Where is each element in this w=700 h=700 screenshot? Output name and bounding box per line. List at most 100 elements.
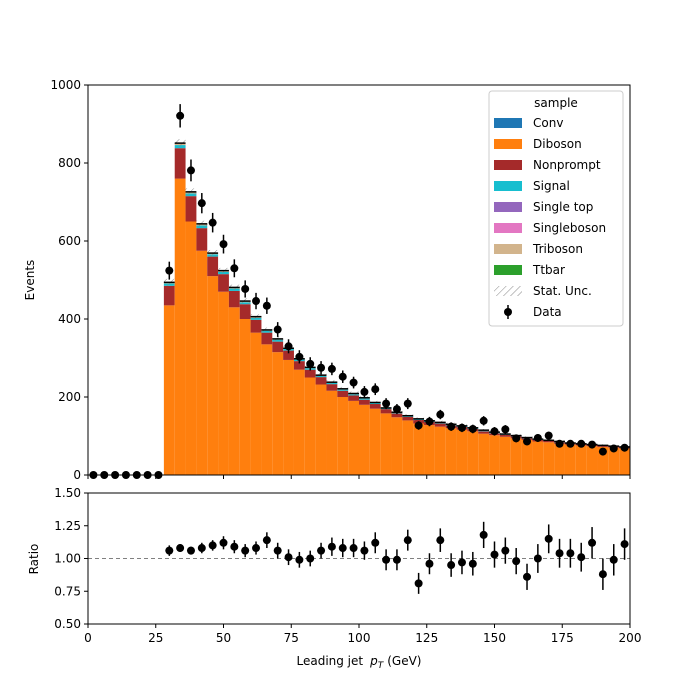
data-point [490,427,499,436]
bar-nonprompt [239,304,251,319]
x-axis-label-main: Leading jet [296,654,363,668]
bar-nonprompt [369,404,381,409]
bar-diboson [261,344,273,475]
y-axis-label: Events [23,260,37,301]
bar-nonprompt [478,431,490,434]
ratio-point [447,561,456,570]
data-point [273,325,282,334]
bar-diboson [228,307,240,475]
x-tick-label: 0 [84,631,92,645]
bar-diboson [337,397,349,475]
data-point [165,266,174,275]
bar-diboson [586,446,598,475]
legend-label: Ttbar [532,263,565,277]
data-point [598,447,607,456]
legend-item-ttbar: Ttbar [494,263,565,277]
data-point [479,416,488,425]
ratio-point [273,546,282,555]
ratio-point [436,536,445,545]
bar-nonprompt [293,361,305,370]
legend-box [488,90,624,327]
bar-nonprompt [391,413,403,418]
bar-diboson [315,384,327,475]
legend-swatch [494,181,522,191]
legend-swatch [494,118,522,128]
ratio-point [371,538,380,547]
ratio-point [403,536,412,545]
legend-item-stat-unc: Stat. Unc. [494,284,592,298]
ratio-point [262,536,271,545]
data-point [295,352,304,361]
bar-diboson [293,369,305,475]
ratio-y-tick-label: 1.50 [54,486,81,500]
legend-swatch [494,202,522,212]
bar-nonprompt [434,423,446,427]
data-point [392,405,401,414]
bar-diboson [499,436,511,475]
bar-diboson [510,438,522,475]
x-tick-label: 50 [216,631,231,645]
bar-nonprompt [196,228,208,251]
data-point [349,378,358,387]
ratio-axes-frame [87,492,631,625]
ratio-y-axis-label: Ratio [27,544,41,575]
bar-diboson [185,221,197,475]
legend-label: Single top [533,200,593,214]
legend-label: Triboson [532,242,583,256]
data-point [447,422,456,431]
legend-swatch [494,223,522,233]
legend-label: Signal [533,179,570,193]
data-point [241,284,250,293]
ratio-point [566,549,575,558]
ratio-point [544,534,553,543]
ratio-y-tick-label: 0.50 [54,617,81,631]
bar-nonprompt [315,377,327,385]
y-tick-label: 0 [73,468,81,482]
x-tick-label: 25 [148,631,163,645]
legend-swatch [494,139,522,149]
data-point [186,166,195,175]
ratio-point [479,530,488,539]
ratio-point [176,544,185,553]
bar-nonprompt [261,332,273,345]
data-point [382,399,391,408]
ratio-point [414,579,423,588]
data-point [219,240,228,249]
x-tick-label: 200 [619,631,642,645]
y-tick-label: 1000 [50,78,81,92]
bar-diboson [402,420,414,475]
data-point [327,364,336,373]
bar-diboson [413,423,425,475]
ratio-points [165,521,629,594]
bar-nonprompt [283,350,294,360]
x-axis-label-var: p [369,654,378,668]
y-tick-label: 800 [58,156,81,170]
legend-marker [504,308,512,316]
x-axis-label-sub: T [378,661,385,671]
y-tick-label: 200 [58,390,81,404]
bar-nonprompt [174,148,186,179]
data-point [317,363,326,372]
bar-diboson [369,408,381,475]
legend-title: sample [534,96,578,110]
bar-diboson [521,439,533,475]
ratio-y-tick-label: 1.25 [54,519,81,533]
bar-nonprompt [348,395,359,401]
bar-diboson [619,448,630,475]
data-point [230,264,239,273]
stacked-bars [163,143,630,475]
ratio-point [392,555,401,564]
legend-item-data: Data [504,305,562,319]
bar-nonprompt [228,290,240,308]
ratio-point [208,541,217,550]
ratio-point [490,550,499,559]
x-axis-label: Leading jet pT (GeV) [296,654,421,671]
data-point [468,424,477,433]
bar-diboson [489,435,500,475]
data-point [176,111,185,120]
bar-nonprompt [207,256,219,277]
bar-diboson [283,359,294,475]
ratio-point [523,572,532,581]
ratio-point [468,559,477,568]
